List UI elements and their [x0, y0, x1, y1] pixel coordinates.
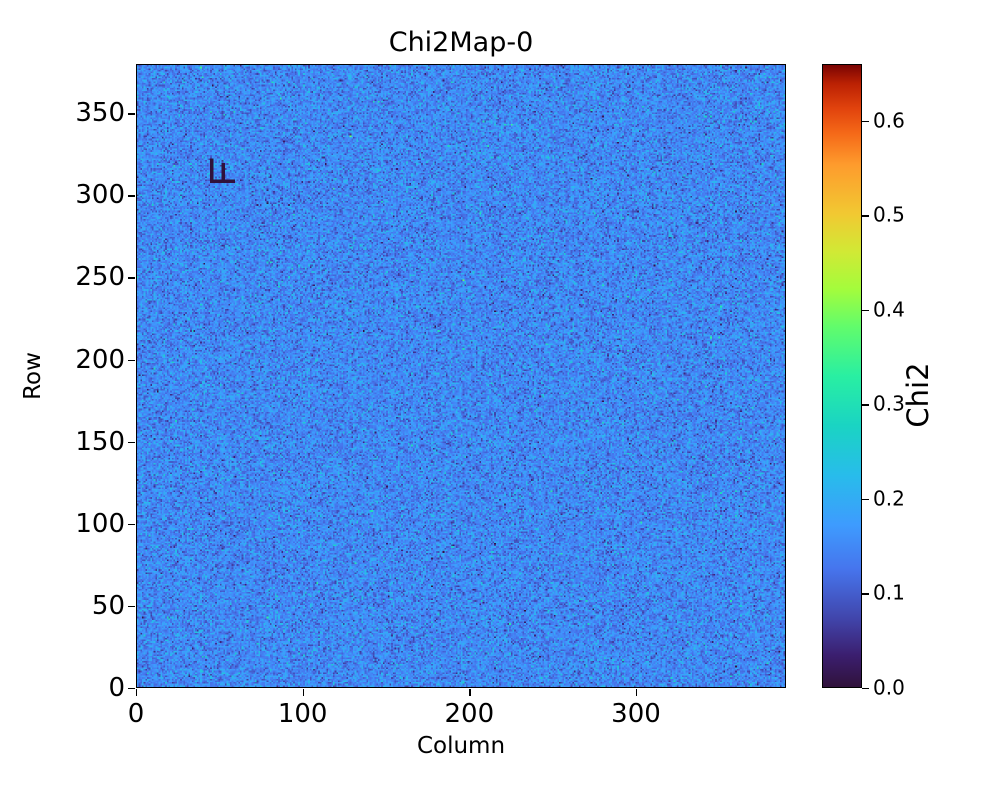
- y-tick-mark: [128, 605, 135, 608]
- colorbar-gradient: [822, 64, 862, 688]
- colorbar[interactable]: [822, 64, 862, 688]
- y-tick-label: 200: [75, 344, 125, 375]
- y-tick-label: 300: [75, 180, 125, 211]
- y-tick-mark: [128, 195, 135, 197]
- colorbar-tick-mark: [862, 593, 869, 595]
- heatmap-image: [137, 65, 785, 687]
- y-tick-mark: [128, 688, 135, 690]
- x-tick-label: 200: [444, 699, 495, 729]
- colorbar-tick-mark: [862, 404, 869, 406]
- colorbar-tick-mark: [862, 120, 869, 123]
- x-axis-label: Column: [416, 733, 506, 759]
- x-tick-mark: [469, 689, 471, 696]
- y-tick-mark: [128, 523, 135, 526]
- y-tick-label: 150: [75, 426, 125, 457]
- colorbar-tick-label: 0.0: [873, 675, 905, 700]
- colorbar-tick-label: 0.6: [873, 108, 905, 133]
- y-tick-mark: [128, 359, 135, 361]
- x-tick-label: 0: [127, 699, 145, 729]
- colorbar-tick-label: 0.1: [873, 580, 905, 605]
- page-title: Chi2Map-0: [388, 27, 534, 58]
- y-tick-label: 100: [75, 508, 125, 539]
- colorbar-tick-label: 0.4: [873, 297, 905, 322]
- y-tick-label: 350: [75, 98, 125, 129]
- x-tick-label: 100: [277, 699, 328, 729]
- heatmap-plot-area[interactable]: [136, 64, 786, 688]
- x-tick-mark: [302, 689, 304, 696]
- y-tick-label: 50: [91, 590, 125, 621]
- colorbar-tick-mark: [862, 688, 869, 690]
- x-tick-mark: [136, 689, 138, 696]
- colorbar-label: Chi2: [901, 362, 935, 428]
- colorbar-tick-label: 0.5: [873, 202, 905, 227]
- y-tick-mark: [128, 441, 135, 443]
- y-tick-label: 0: [108, 673, 125, 703]
- colorbar-tick-mark: [862, 309, 869, 312]
- y-tick-label: 250: [75, 262, 125, 293]
- colorbar-tick-label: 0.2: [873, 486, 905, 511]
- colorbar-tick-label: 0.3: [873, 391, 905, 416]
- colorbar-tick-mark: [862, 498, 869, 501]
- colorbar-tick-mark: [862, 215, 869, 217]
- y-tick-mark: [128, 113, 135, 115]
- y-axis-label: Row: [20, 352, 46, 400]
- x-tick-mark: [636, 689, 638, 696]
- x-tick-label: 300: [611, 699, 661, 729]
- y-tick-mark: [128, 277, 135, 279]
